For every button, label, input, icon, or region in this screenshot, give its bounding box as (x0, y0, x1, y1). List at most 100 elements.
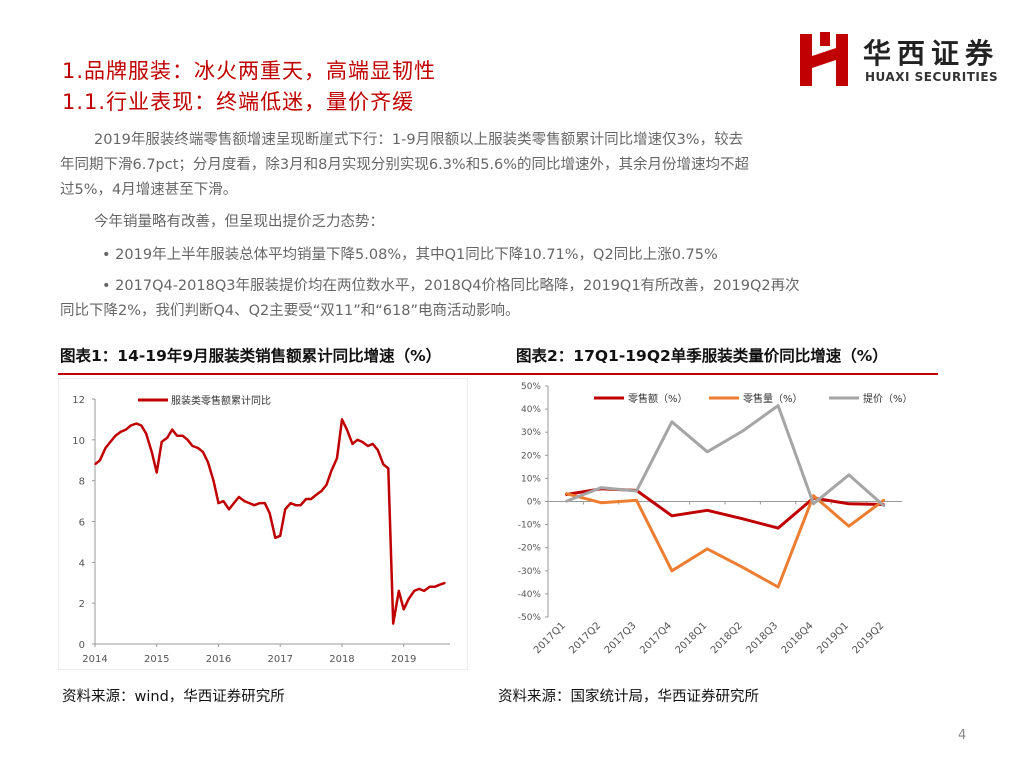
chart1-data-point (135, 422, 137, 425)
chart2-y-tick-label: -10% (518, 521, 542, 531)
caption-divider (58, 373, 938, 375)
chart1-data-point (171, 429, 173, 431)
chart2-y-tick-label: 40% (521, 405, 541, 415)
chart1-data-point (125, 429, 127, 431)
chart1-y-tick-label: 4 (79, 558, 85, 569)
chart1-data-point (145, 433, 147, 435)
chart1-data-point (315, 494, 317, 496)
figure2-source: 资料来源：国家统计局，华西证券研究所 (498, 689, 759, 705)
bullet-line: • 2019年上半年服装总体平均销量下降5.08%，其中Q1同比下降10.71%… (102, 247, 718, 263)
chart1-data-point (279, 535, 281, 537)
chart1-data-point (377, 449, 379, 451)
chart1-data-point (341, 418, 343, 421)
chart1-data-point (398, 590, 400, 592)
chart1-data-point (109, 441, 112, 443)
chart1-x-tick-label: 2016 (206, 654, 231, 665)
chart1-data-point (104, 447, 107, 449)
chart1-data-point (207, 461, 209, 463)
chart1-data-point (161, 441, 163, 443)
chart2-data-point (600, 501, 602, 504)
chart1-y-tick-label: 0 (79, 640, 85, 651)
chart2-data-point (741, 566, 744, 569)
chart1-data-point (320, 490, 323, 492)
figure1-caption: 图表1：14-19年9月服装类销售额累计同比增速（%） (60, 347, 442, 365)
chart2-data-point (564, 500, 567, 503)
chart2-legend-label: 零售量（%） (743, 392, 803, 405)
chart1-sales-cumulative-yoy: 0 2 4 6 8 10 12 2014 2015 2016 2017 2018 2019 服装类零售额… (58, 378, 468, 670)
chart2-data-point (635, 499, 638, 502)
chart1-data-point (429, 586, 431, 588)
chart2-y-tick-label: 0% (527, 498, 542, 508)
chart1-data-point (222, 500, 225, 502)
logo-english-text: HUAXI SECURITIES (865, 70, 999, 84)
chart2-data-point (706, 548, 709, 550)
chart2-data-point (741, 518, 744, 520)
chart1-data-point (94, 463, 96, 465)
chart2-series-line (565, 487, 885, 530)
paragraph-line: 过5%，4月增速甚至下滑。 (60, 182, 238, 198)
chart2-y-tick-label: 10% (521, 474, 541, 484)
chart1-data-point (264, 502, 266, 504)
bullet-line: 同比下降2%，我们判断Q4、Q2主要受“双11”和“618”电商活动影响。 (60, 303, 520, 319)
chart1-data-point (423, 590, 425, 592)
chart1-data-point (233, 502, 235, 504)
chart1-data-point (290, 502, 292, 504)
chart1-data-point (361, 441, 363, 443)
chart2-data-point (671, 570, 673, 572)
chart1-data-point (305, 498, 307, 500)
chart1-data-point (197, 447, 199, 449)
chart1-data-point (372, 443, 374, 445)
chart1-data-point (130, 424, 132, 427)
chart1-data-point (346, 429, 348, 431)
chart1-data-point (367, 445, 369, 447)
chart2-data-point (777, 404, 779, 407)
chart2-y-tick-label: 50% (521, 382, 541, 392)
chart1-data-point (403, 608, 405, 610)
bullet-line: • 2017Q4-2018Q3年服装提价均在两位数水平，2018Q4价格同比略降… (102, 278, 800, 294)
chart1-x-tick-label: 2019 (391, 654, 416, 665)
chart2-data-point (777, 527, 779, 529)
chart2-data-point (848, 503, 850, 505)
chart1-data-point (202, 451, 204, 453)
chart2-series-line (565, 404, 886, 508)
chart2-data-point (848, 525, 850, 528)
chart1-data-point (259, 502, 261, 504)
chart1-data-point (151, 451, 153, 453)
chart2-x-tick-label: 2018Q3 (744, 620, 780, 656)
chart1-x-tick-label: 2018 (329, 654, 354, 665)
chart1-data-point (382, 463, 384, 465)
paragraph-line: 年同期下滑6.7pct；分月度看，除3月和8月实现分别实现6.3%和5.6%的同… (60, 157, 750, 173)
chart2-x-tick-label: 2017Q1 (532, 620, 568, 656)
chart1-data-point (274, 537, 276, 539)
chart1-data-point (387, 467, 389, 470)
chart2-data-point (706, 451, 709, 453)
chart2-legend-label: 零售额（%） (628, 392, 688, 405)
chart2-x-tick-label: 2017Q3 (603, 620, 639, 656)
chart2-data-point (706, 509, 709, 512)
chart1-data-point (284, 508, 286, 510)
chart1-data-point (310, 498, 312, 500)
chart2-x-tick-label: 2019Q2 (851, 620, 887, 656)
chart1-data-point (408, 598, 410, 600)
chart1-y-tick-label: 2 (79, 599, 85, 610)
chart1-y-tick-label: 8 (79, 477, 85, 488)
chart1-y-tick-label: 10 (72, 436, 85, 447)
chart1-data-point (438, 584, 441, 586)
chart1-x-tick-label: 2017 (267, 654, 292, 665)
logo-chinese-text: 华西证券 (863, 37, 1000, 70)
chart1-data-point (228, 508, 230, 510)
chart1-data-point (392, 622, 394, 625)
chart2-data-point (812, 503, 815, 505)
chart1-data-point (248, 502, 250, 504)
chart1-data-point (191, 445, 194, 447)
chart1-legend-label: 服装类零售额累计同比 (171, 394, 271, 407)
chart1-data-point (295, 504, 297, 506)
page-number: 4 (958, 728, 967, 743)
chart1-data-point (243, 500, 246, 502)
paragraph-line: 今年销量略有改善，但呈现出提价乏力态势： (94, 214, 384, 230)
paragraph-line: 2019年服装终端零售额增速呈现断崖式下行：1-9月限额以上服装类零售额累计同比… (94, 132, 744, 148)
chart1-data-point (156, 471, 158, 474)
chart2-x-tick-label: 2017Q2 (567, 620, 603, 656)
chart2-y-tick-label: 20% (521, 451, 541, 461)
figure1-source: 资料来源：wind，华西证券研究所 (62, 689, 285, 705)
